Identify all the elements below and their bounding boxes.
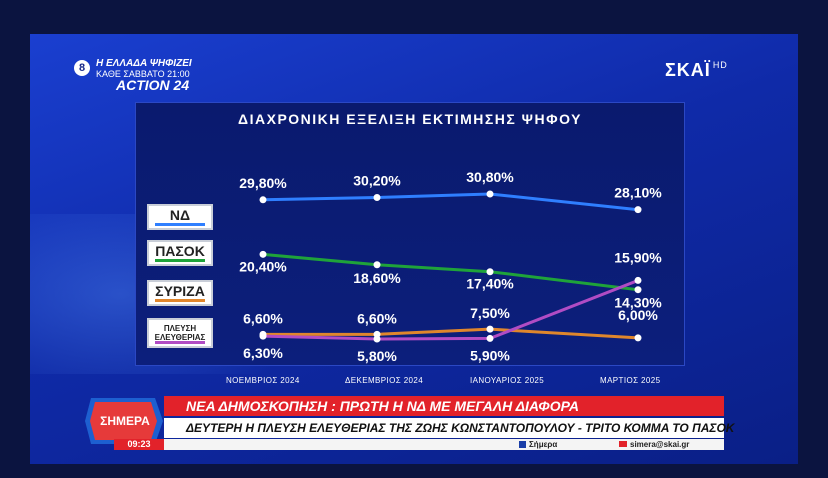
- data-label: 20,40%: [239, 258, 287, 274]
- series-line-1: [262, 252, 639, 292]
- data-label: 15,90%: [614, 249, 662, 265]
- show-logo-text: ΣΗΜΕΡΑ: [100, 414, 150, 428]
- data-point: [373, 261, 381, 269]
- network-suffix: HD: [712, 60, 728, 70]
- data-point: [634, 286, 642, 294]
- data-label: 18,60%: [353, 270, 401, 286]
- clock: 09:23: [114, 439, 164, 450]
- legend-label-pasok: ΠΑΣΟΚ: [155, 243, 205, 259]
- data-label: 6,30%: [243, 345, 283, 361]
- data-label: 5,80%: [357, 348, 397, 364]
- data-label: 28,10%: [614, 185, 662, 201]
- legend-label-plefsi: ΠΛΕΥΣΗ ΕΛΕΥΘΕΡΙΑΣ: [154, 324, 206, 342]
- series-line-3: [262, 279, 639, 341]
- x-tick-label: ΔΕΚΕΜΒΡΙΟΣ 2024: [345, 376, 424, 385]
- legend-label-syriza: ΣΥΡΙΖΑ: [155, 283, 205, 299]
- data-label: 7,50%: [470, 305, 510, 321]
- chart-panel: ΔΙΑΧΡΟΝΙΚΗ ΕΞΕΛΙΞΗ ΕΚΤΙΜΗΣΗΣ ΨΗΦΟΥ: [135, 102, 685, 366]
- data-label: 6,60%: [357, 310, 397, 326]
- facebook-icon: [519, 441, 526, 448]
- data-point: [259, 250, 267, 258]
- data-point: [634, 334, 642, 342]
- promo-line2: ΚΑΘΕ ΣΑΒΒΑΤΟ 21:00: [96, 69, 190, 79]
- data-point: [634, 206, 642, 214]
- network-logo: ΣΚΑΪ HD: [665, 60, 728, 81]
- legend-swatch-nd: [155, 223, 205, 226]
- legend-nd: ΝΔ: [147, 204, 213, 230]
- legend-pasok: ΠΑΣΟΚ: [147, 240, 213, 266]
- promo-line1: Η ΕΛΛΑΔΑ ΨΗΦΙΖΕΙ: [96, 58, 192, 69]
- data-label: 30,80%: [466, 169, 514, 185]
- data-label: 5,90%: [470, 347, 510, 363]
- email-text: simera@skai.gr: [630, 440, 690, 449]
- data-point: [486, 334, 494, 342]
- facebook-handle: Σήμερα: [519, 439, 557, 450]
- data-label: 29,80%: [239, 175, 287, 191]
- data-label: 6,60%: [243, 310, 283, 326]
- data-label: 30,20%: [353, 172, 401, 188]
- footer-bar: Σήμερα simera@skai.gr: [164, 439, 724, 450]
- facebook-text: Σήμερα: [529, 440, 558, 449]
- data-point: [259, 196, 267, 204]
- data-point: [486, 268, 494, 276]
- legend-swatch-pasok: [155, 259, 205, 262]
- channel-number-icon: 8: [74, 60, 90, 76]
- line-chart: 29,80% 30,20% 30,80% 28,10% 20,40% 18,60% 17,4…: [239, 169, 662, 364]
- series-line-2: [263, 327, 639, 340]
- network-name: ΣΚΑΪ: [665, 60, 711, 80]
- chart-title: ΔΙΑΧΡΟΝΙΚΗ ΕΞΕΛΙΞΗ ΕΚΤΙΜΗΣΗΣ ΨΗΦΟΥ: [238, 111, 582, 127]
- data-point: [373, 335, 381, 343]
- legend-plefsi: ΠΛΕΥΣΗ ΕΛΕΥΘΕΡΙΑΣ: [147, 318, 213, 348]
- email-contact: simera@skai.gr: [619, 439, 689, 450]
- data-point: [634, 276, 642, 284]
- legend-swatch-syriza: [155, 299, 205, 302]
- data-label: 6,00%: [618, 307, 658, 323]
- x-tick-label: ΜΑΡΤΙΟΣ 2025: [600, 376, 661, 385]
- legend-swatch-plefsi: [155, 341, 205, 344]
- subheadline-bar: ΔΕΥΤΕΡΗ Η ΠΛΕΥΣΗ ΕΛΕΥΘΕΡΙΑΣ ΤΗΣ ΖΩΗΣ ΚΩΝ…: [164, 418, 734, 438]
- x-tick-label: ΝΟΕΜΒΡΙΟΣ 2024: [226, 376, 300, 385]
- headline-bar: ΝΕΑ ΔΗΜΟΣΚΟΠΗΣΗ : ΠΡΩΤΗ Η ΝΔ ΜΕ ΜΕΓΑΛΗ Δ…: [164, 396, 724, 416]
- data-label: 17,40%: [466, 276, 514, 292]
- legend-label-nd: ΝΔ: [169, 207, 191, 223]
- promo-line3: ACTION 24: [116, 77, 190, 93]
- x-tick-label: ΙΑΝΟΥΑΡΙΟΣ 2025: [470, 376, 545, 385]
- tv-frame: 8 Η ΕΛΛΑΔΑ ΨΗΦΙΖΕΙ ΚΑΘΕ ΣΑΒΒΑΤΟ 21:00 AC…: [30, 34, 798, 464]
- legend-syriza: ΣΥΡΙΖΑ: [147, 280, 213, 306]
- series-line-0: [262, 192, 639, 212]
- data-point: [373, 193, 381, 201]
- data-point: [486, 325, 494, 333]
- mail-icon: [619, 441, 627, 447]
- simera-logo-icon: ΣΗΜΕΡΑ: [85, 398, 163, 444]
- data-point: [259, 332, 267, 340]
- data-label: 14,30%: [614, 295, 662, 311]
- data-point: [486, 190, 494, 198]
